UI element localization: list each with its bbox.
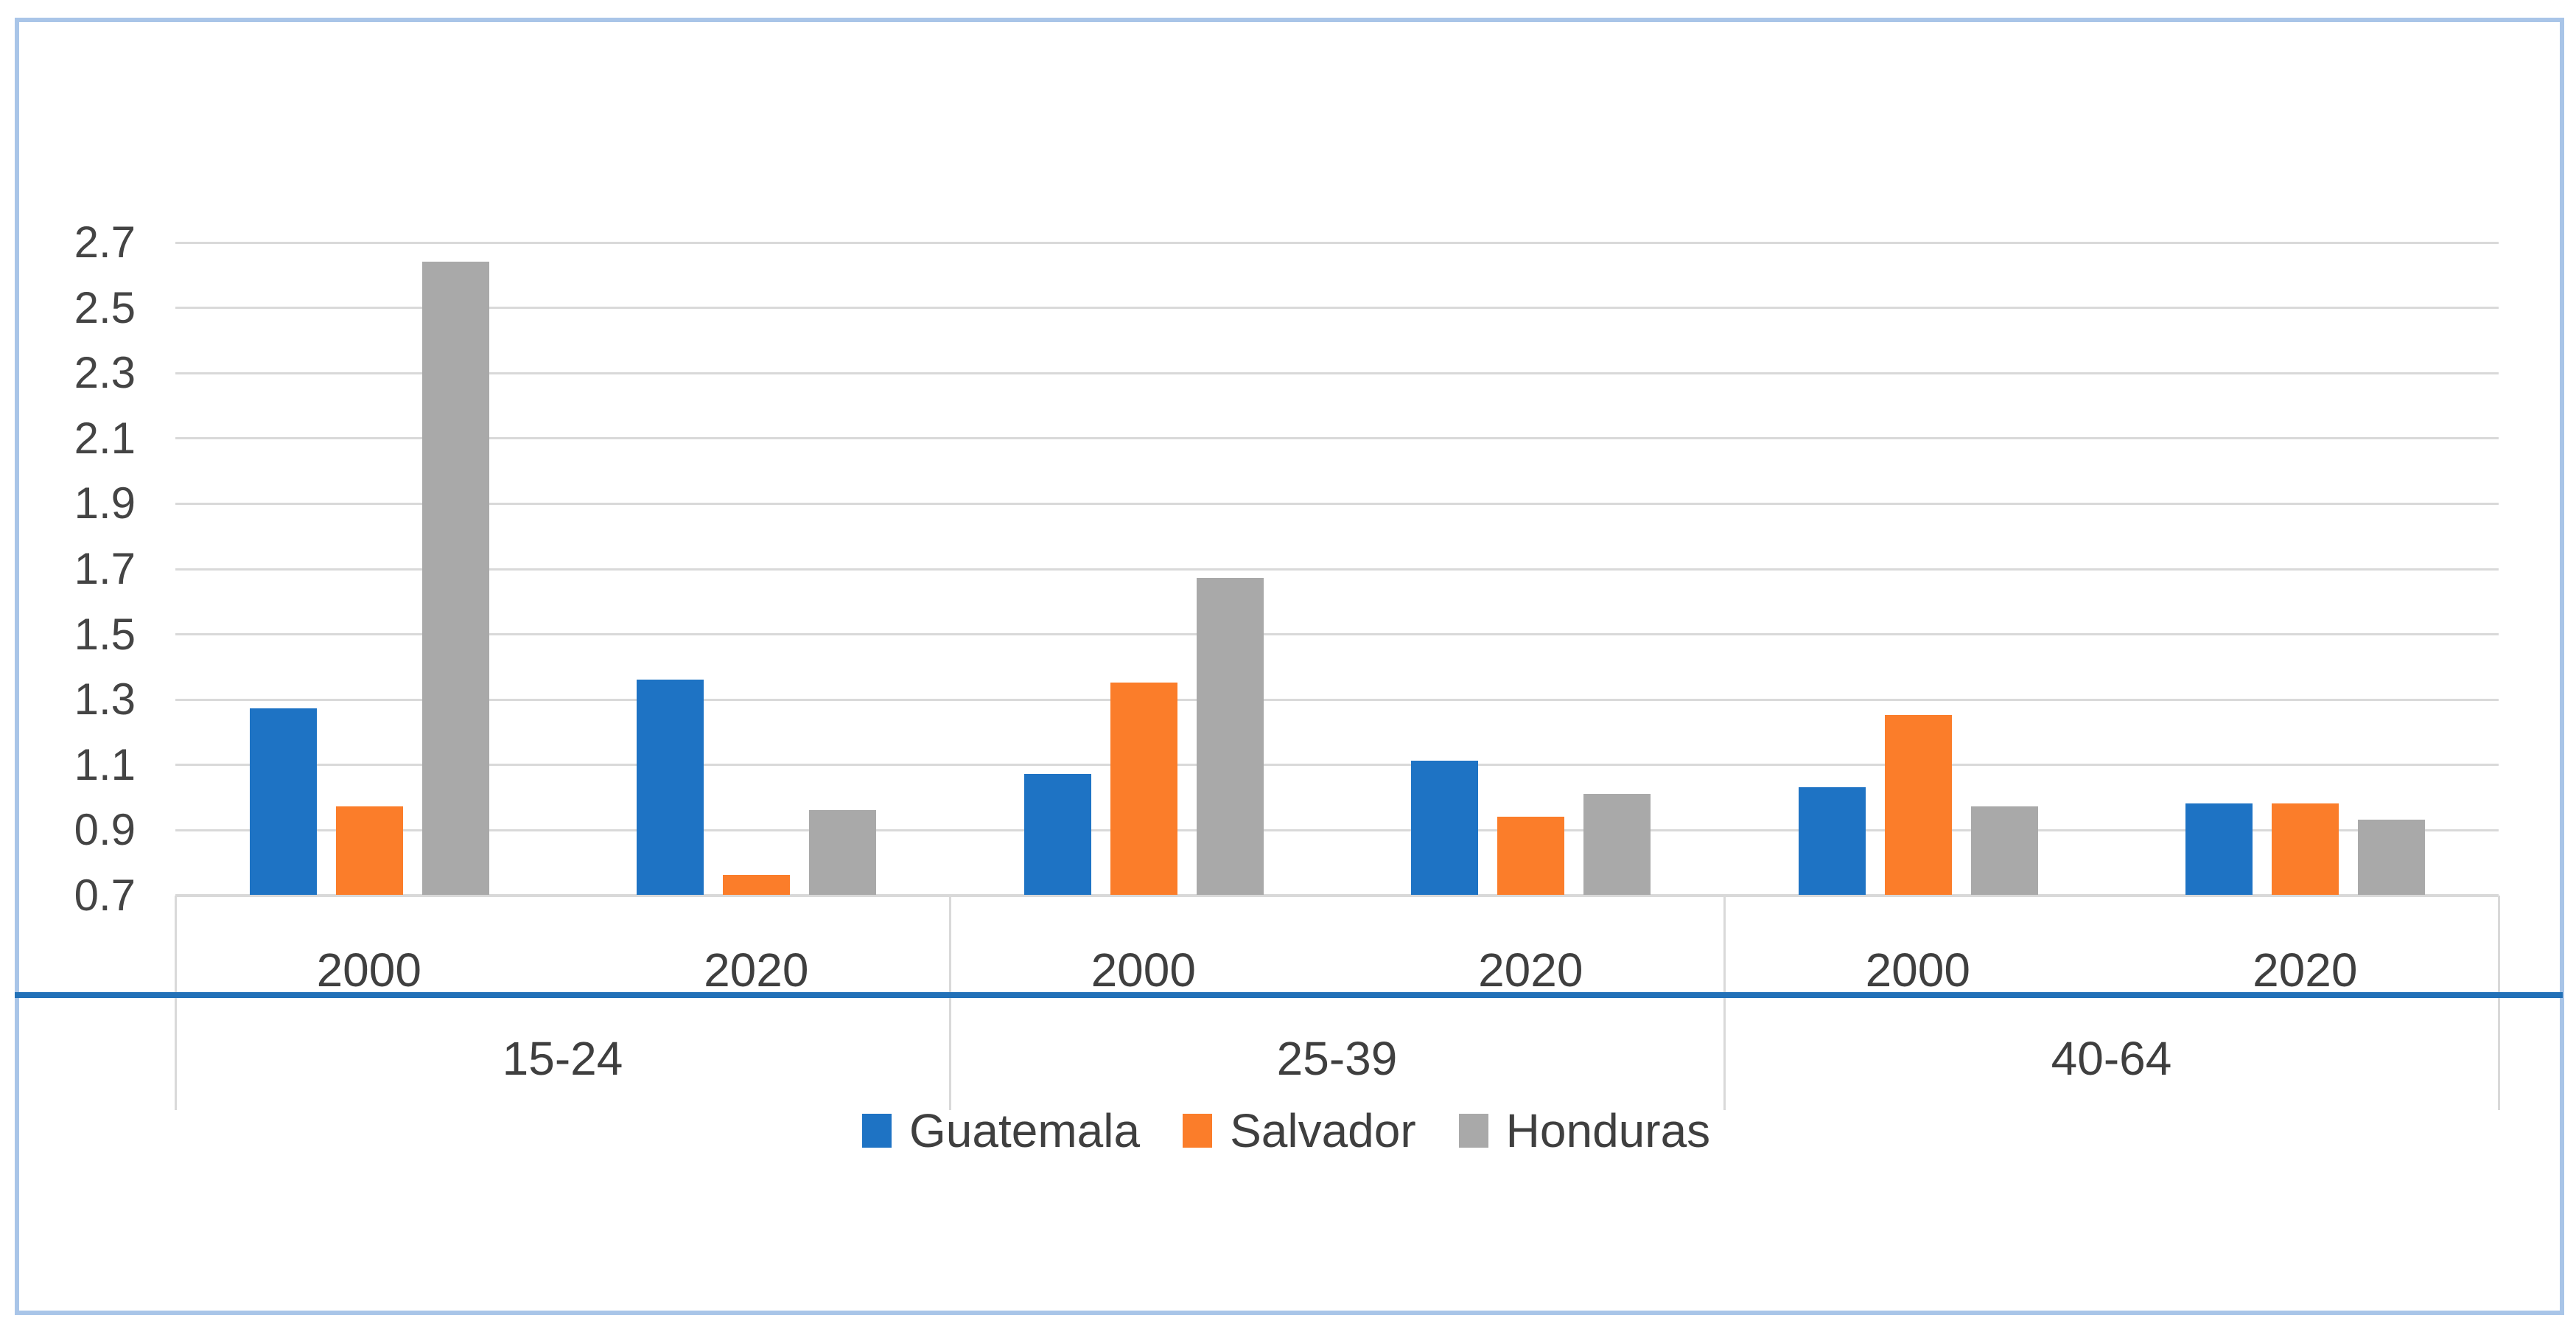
y-tick-label: 0.7 — [74, 871, 136, 920]
year-label: 2000 — [1091, 943, 1196, 997]
age-group-label: 15-24 — [502, 1032, 623, 1085]
bar-guatemala-15-24-2000 — [249, 708, 317, 895]
bar-salvador-25-39-2000 — [1110, 683, 1177, 895]
bar-guatemala-40-64-2000 — [1798, 786, 1866, 895]
gridline — [175, 307, 2499, 310]
legend-item-guatemala: Guatemala — [862, 1107, 1140, 1154]
legend-label-salvador: Salvador — [1230, 1104, 1416, 1157]
y-tick-label: 1.5 — [74, 609, 136, 659]
bar-salvador-40-64-2000 — [1884, 715, 1952, 895]
bar-honduras-40-64-2020 — [2358, 820, 2425, 895]
legend-swatch-salvador — [1183, 1114, 1213, 1148]
category-range-line — [2497, 896, 2500, 1110]
y-tick-label: 2.5 — [74, 282, 136, 332]
y-tick-label: 1.3 — [74, 674, 136, 725]
gridline — [175, 633, 2499, 636]
bar-salvador-40-64-2020 — [2272, 803, 2339, 895]
horizontal-blue-rule — [15, 992, 2563, 998]
bar-honduras-25-39-2020 — [1583, 793, 1651, 895]
bar-salvador-15-24-2000 — [335, 806, 403, 895]
y-tick-label: 2.3 — [74, 348, 136, 398]
legend-item-honduras: Honduras — [1458, 1104, 1711, 1157]
y-tick-label: 0.9 — [74, 805, 136, 855]
legend-label-guatemala: Guatemala — [909, 1104, 1141, 1157]
bar-salvador-15-24-2020 — [723, 875, 790, 895]
bar-honduras-25-39-2000 — [1196, 578, 1264, 895]
legend-label-honduras: Honduras — [1505, 1104, 1711, 1157]
x-axis-line — [175, 894, 2499, 897]
year-label: 2020 — [1478, 943, 1583, 997]
gridline — [175, 698, 2499, 701]
y-tick-label: 2.1 — [74, 413, 136, 463]
year-label: 2020 — [2253, 943, 2358, 997]
legend-swatch-guatemala — [862, 1114, 892, 1148]
year-label: 2000 — [316, 943, 421, 997]
gridline — [175, 372, 2499, 374]
chart-legend: Guatemala Salvador Honduras — [862, 1107, 1710, 1154]
gridline — [175, 829, 2499, 831]
bar-salvador-25-39-2020 — [1497, 816, 1564, 895]
category-range-line — [948, 896, 951, 1110]
bar-guatemala-15-24-2020 — [637, 679, 704, 895]
y-tick-label: 1.9 — [74, 478, 136, 529]
bar-honduras-15-24-2000 — [421, 261, 489, 895]
legend-item-salvador: Salvador — [1183, 1107, 1416, 1154]
gridline — [175, 568, 2499, 571]
gridline — [175, 502, 2499, 505]
y-tick-label: 1.7 — [74, 544, 136, 593]
bar-guatemala-40-64-2020 — [2185, 803, 2253, 895]
bar-guatemala-25-39-2000 — [1023, 774, 1091, 895]
y-tick-label: 1.1 — [74, 739, 136, 789]
age-group-label: 40-64 — [2051, 1032, 2172, 1085]
bar-honduras-15-24-2020 — [809, 809, 876, 895]
gridline — [175, 764, 2499, 767]
legend-swatch-honduras — [1458, 1114, 1488, 1148]
age-group-label: 25-39 — [1276, 1032, 1398, 1085]
outer-frame-border — [15, 18, 2564, 1315]
category-range-line — [1723, 896, 1726, 1110]
gridline — [175, 241, 2499, 244]
y-tick-label: 2.7 — [74, 217, 136, 267]
category-range-line — [174, 896, 177, 1110]
gridline — [175, 437, 2499, 440]
year-label: 2000 — [1865, 943, 1970, 997]
bar-guatemala-25-39-2020 — [1411, 761, 1478, 895]
year-label: 2020 — [704, 943, 809, 997]
bar-honduras-40-64-2000 — [1970, 806, 2038, 895]
